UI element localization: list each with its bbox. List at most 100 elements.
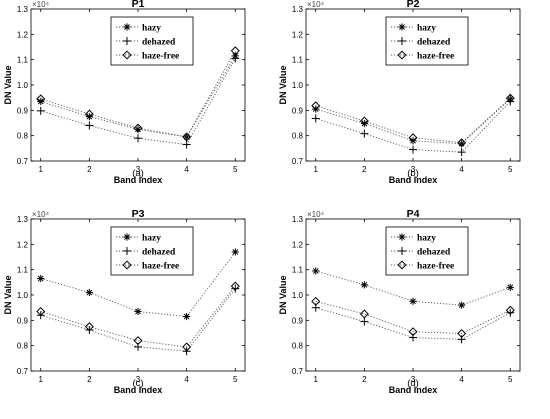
data-point-haze-free-shape [408, 133, 418, 143]
x-tick-label: 1 [314, 375, 319, 384]
legend-marker-shape [122, 260, 132, 270]
y-tick-label: 1.2 [292, 30, 304, 39]
data-point-dehazed [134, 134, 142, 143]
y-tick-label: 1.3 [292, 215, 304, 224]
data-point-haze-free [311, 101, 321, 111]
figure-caption: (a) [132, 168, 144, 179]
legend-entry-haze-free: haze-free [116, 50, 179, 62]
x-tick-label: 4 [459, 375, 464, 384]
series-haze-free [311, 93, 515, 148]
legend-label: dehazed [417, 248, 451, 258]
data-point-dehazed [457, 148, 466, 157]
series-hazy [37, 248, 239, 321]
legend-marker [397, 50, 407, 60]
series-haze-free [311, 296, 515, 339]
legend-marker-stroke [399, 24, 405, 30]
series-line-haze-free [40, 50, 236, 138]
data-point-hazy-stroke [135, 126, 141, 133]
data-point-hazy [183, 312, 191, 321]
legend-entry-dehazed: dehazed [116, 37, 176, 48]
legend-label: hazy [142, 234, 161, 244]
data-point-hazy-stroke [410, 137, 416, 144]
data-point-hazy [409, 137, 417, 145]
legend-label: dehazed [417, 38, 451, 48]
y-tick-label: 0.9 [292, 106, 304, 115]
chart-title: P2 [407, 0, 420, 10]
data-point-hazy-stroke [37, 275, 44, 282]
data-point-haze-free-shape [311, 296, 321, 306]
data-point-haze-free-shape [36, 306, 46, 316]
x-tick-label: 2 [362, 375, 367, 384]
chart-title: P3 [132, 208, 145, 220]
data-point-haze-free [230, 46, 240, 56]
legend-marker-stroke [124, 24, 130, 30]
data-point-hazy-stroke [86, 113, 93, 120]
y-tick-label: 0.7 [17, 367, 29, 376]
data-point-hazy [85, 288, 93, 297]
legend-marker [122, 50, 132, 60]
series-line-dehazed [315, 307, 511, 340]
y-tick-label: 1.2 [17, 30, 29, 39]
data-point-dehazed [409, 145, 417, 154]
series-line-haze-free [315, 97, 511, 144]
figure-caption: (d) [407, 378, 419, 389]
legend-marker-shape [397, 50, 407, 60]
y-tick-label: 1.3 [292, 5, 304, 14]
y-tick-label: 1.1 [292, 266, 304, 275]
legend-label: dehazed [142, 248, 176, 258]
x-tick-label: 1 [314, 165, 319, 174]
data-point-haze-free [408, 327, 418, 337]
y-tick-label: 0.9 [17, 316, 29, 325]
legend-marker [123, 37, 131, 45]
series-dehazed [311, 97, 515, 157]
figure-caption: (c) [132, 378, 143, 389]
data-point-dehazed [85, 121, 94, 130]
x-axis-label: Band Index [114, 175, 163, 185]
data-point-hazy-stroke [135, 308, 141, 315]
data-point-dehazed [231, 284, 240, 293]
data-point-haze-free-shape [457, 328, 467, 339]
legend-label: haze-free [142, 52, 179, 62]
data-point-haze-free-shape [359, 309, 369, 319]
y-axis-label: DN Value [3, 65, 13, 104]
legend-entry-haze-free: haze-free [391, 50, 454, 62]
legend-marker [398, 37, 406, 45]
series-line-dehazed [40, 58, 236, 146]
legend-entry-haze-free: haze-free [391, 260, 454, 272]
x-tick-label: 4 [184, 375, 189, 384]
x-axis-label: Band Index [389, 385, 438, 395]
data-point-dehazed [360, 129, 369, 138]
x-tick-label: 3 [136, 165, 141, 174]
data-point-dehazed [311, 114, 320, 123]
data-point-dehazed [360, 317, 369, 326]
chart-p1: 0.7 0.8 0.9 1.0 1.1 1.2 1.3 1 2 3 4 5 P1 ×10⁴ Band Ind… [3, 0, 246, 185]
legend-label: hazy [142, 24, 161, 34]
y-tick-label: 0.7 [292, 157, 304, 166]
data-point-haze-free-shape [182, 342, 192, 352]
data-point-haze-free-shape [359, 116, 369, 126]
data-point-haze-free-shape [505, 305, 515, 315]
data-point-haze-free-shape [457, 138, 467, 148]
chart-p3: 0.7 0.8 0.9 1.0 1.1 1.2 1.3 1 2 3 4 5 P3 ×10⁴ Band Ind… [3, 208, 246, 395]
series-line-haze-free [40, 285, 236, 348]
chart-p4: 0.7 0.8 0.9 1.0 1.1 1.2 1.3 1 2 3 4 5 P4 ×10⁴ Band Ind… [278, 208, 521, 395]
data-point-haze-free [182, 132, 192, 142]
x-tick-label: 1 [39, 165, 44, 174]
legend-entry-dehazed: dehazed [391, 37, 451, 48]
y-tick-label: 1.3 [17, 5, 29, 14]
legend-marker [123, 23, 131, 31]
data-point-haze-free [408, 133, 418, 143]
legend-marker-shape [397, 260, 407, 270]
figure-caption: (b) [407, 168, 419, 179]
data-point-hazy-stroke [312, 268, 319, 274]
axis-exponent: ×10⁴ [307, 0, 325, 9]
y-tick-label: 1.1 [17, 56, 29, 65]
x-axis-label: Band Index [389, 175, 438, 185]
y-tick-label: 1.1 [292, 56, 304, 65]
legend-label: haze-free [417, 262, 454, 272]
data-point-hazy-stroke [361, 120, 368, 127]
data-point-haze-free-shape [311, 101, 321, 111]
x-tick-label: 3 [136, 375, 141, 384]
data-point-hazy-stroke [410, 298, 416, 305]
